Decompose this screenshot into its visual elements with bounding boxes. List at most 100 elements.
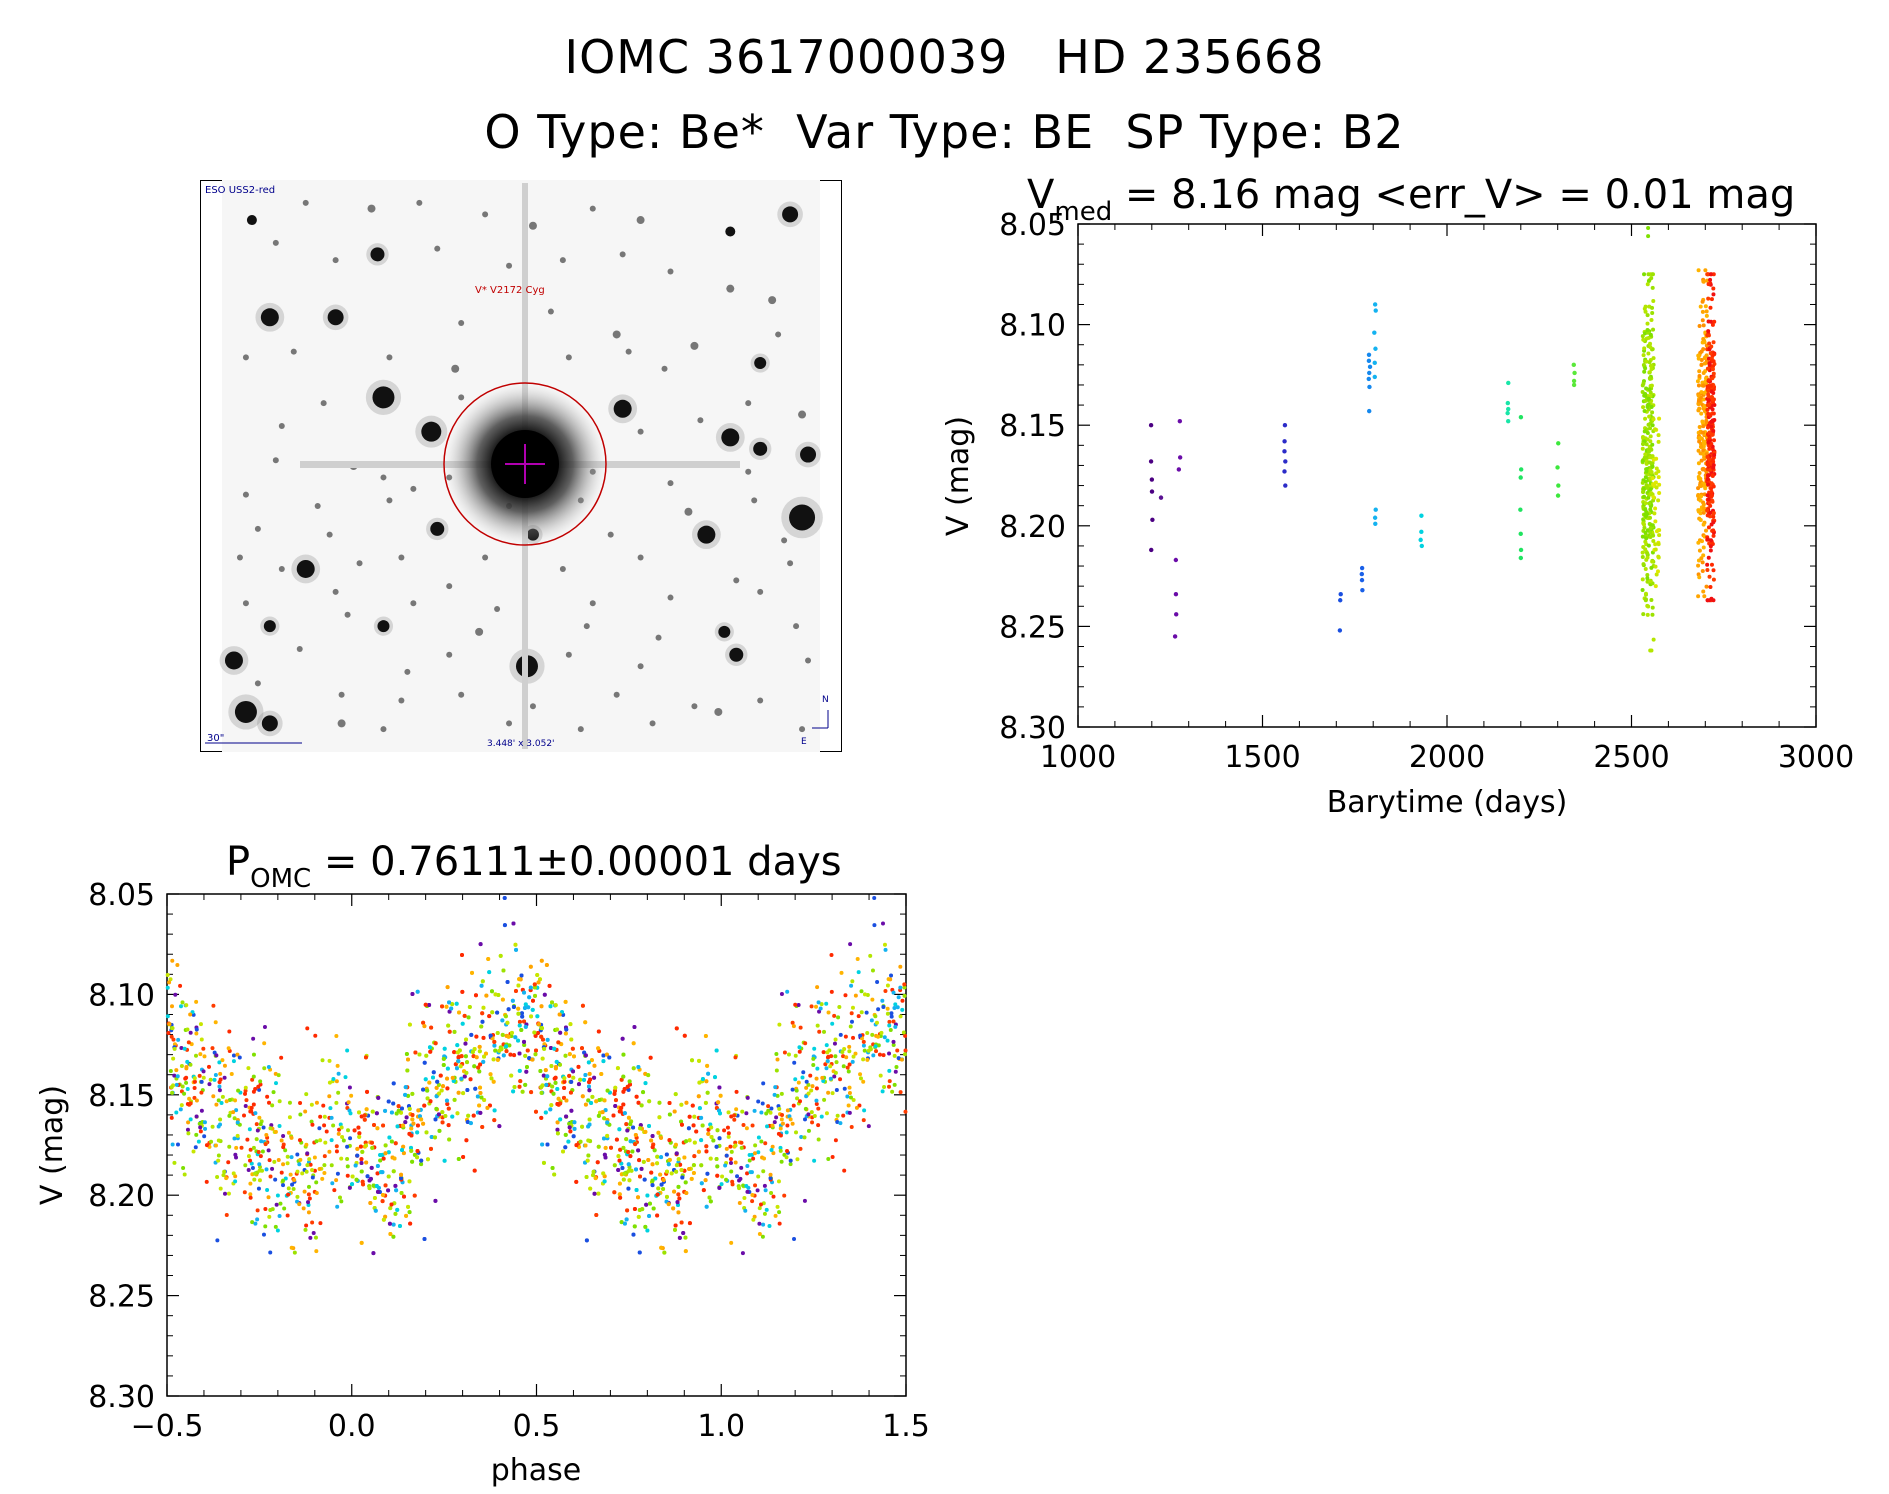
data-point xyxy=(1711,520,1716,525)
y-tick-label: 8.10 xyxy=(88,978,155,1013)
data-point xyxy=(641,1159,646,1164)
data-point xyxy=(170,1004,175,1009)
data-point xyxy=(818,1006,823,1011)
data-point xyxy=(1711,286,1716,291)
data-point xyxy=(1700,318,1705,323)
data-point xyxy=(1699,458,1704,463)
data-point xyxy=(359,1161,364,1166)
data-point xyxy=(1701,589,1706,594)
data-point xyxy=(893,1002,898,1007)
data-point xyxy=(756,1099,761,1104)
data-point xyxy=(1707,443,1712,448)
data-point xyxy=(548,1107,553,1112)
data-point xyxy=(740,1251,745,1256)
data-point xyxy=(803,1117,808,1122)
data-point xyxy=(742,1196,747,1201)
data-point xyxy=(527,995,532,1000)
data-point xyxy=(383,1143,388,1148)
data-point xyxy=(602,1152,607,1157)
data-point xyxy=(305,1151,310,1156)
data-point xyxy=(493,1048,498,1053)
data-point xyxy=(871,1053,876,1058)
data-point xyxy=(285,1213,290,1218)
data-point xyxy=(440,1120,445,1125)
data-point xyxy=(596,1046,601,1051)
data-point xyxy=(411,1121,416,1126)
data-point xyxy=(861,1057,866,1062)
data-point xyxy=(1359,565,1365,571)
data-point xyxy=(273,1177,278,1182)
compass-north-label: N xyxy=(822,695,829,705)
data-point xyxy=(1656,433,1661,438)
data-point xyxy=(304,1169,309,1174)
data-point xyxy=(422,1103,427,1108)
data-point xyxy=(896,995,901,1000)
data-point xyxy=(885,983,890,988)
data-point xyxy=(500,1018,505,1023)
finder-corner-label: ESO USS2-red xyxy=(205,185,275,196)
data-point xyxy=(786,1052,791,1057)
data-point xyxy=(509,1073,514,1078)
data-point xyxy=(802,1198,807,1203)
data-point xyxy=(634,1094,639,1099)
data-point xyxy=(545,1142,550,1147)
data-point xyxy=(487,1014,492,1019)
data-point xyxy=(511,921,516,926)
data-point xyxy=(248,1192,253,1197)
data-point xyxy=(1518,531,1523,537)
data-point xyxy=(804,1079,809,1084)
data-point xyxy=(797,1045,802,1050)
data-point xyxy=(845,1065,850,1070)
data-point xyxy=(603,1108,608,1113)
data-point xyxy=(902,993,907,998)
data-point xyxy=(563,1145,568,1150)
data-point xyxy=(307,1196,312,1201)
data-point xyxy=(765,1124,770,1129)
data-point xyxy=(511,1004,516,1009)
finder-star xyxy=(446,651,453,658)
data-point xyxy=(281,1178,286,1183)
data-point xyxy=(231,1059,236,1064)
data-point xyxy=(708,1156,713,1161)
y-tick-label: 8.25 xyxy=(999,610,1066,645)
data-point xyxy=(816,1000,821,1005)
data-point xyxy=(887,1019,892,1024)
data-point xyxy=(1705,476,1710,481)
data-point xyxy=(821,1078,826,1083)
y-tick-label: 8.05 xyxy=(88,878,155,913)
data-point xyxy=(202,1134,207,1139)
data-point xyxy=(310,1175,315,1180)
data-point xyxy=(550,1166,555,1171)
data-point xyxy=(179,1045,184,1050)
data-point xyxy=(650,1134,655,1139)
data-point xyxy=(369,1140,374,1145)
finder-star xyxy=(254,680,261,687)
data-point xyxy=(1158,495,1164,500)
data-point xyxy=(850,1005,855,1010)
data-point xyxy=(381,1217,386,1222)
data-point xyxy=(559,1042,564,1047)
data-point xyxy=(399,1191,404,1196)
data-point xyxy=(626,1115,631,1120)
data-point xyxy=(243,1103,248,1108)
data-point xyxy=(1656,475,1661,480)
data-point xyxy=(704,1204,709,1209)
data-point xyxy=(1706,398,1711,403)
data-point xyxy=(762,1156,767,1161)
data-point xyxy=(1711,371,1716,376)
data-point xyxy=(1650,310,1655,315)
data-point xyxy=(533,1048,538,1053)
data-point xyxy=(292,1178,297,1183)
data-point xyxy=(744,1111,749,1116)
data-point xyxy=(181,1166,186,1171)
data-point xyxy=(206,1064,211,1069)
data-point xyxy=(372,1196,377,1201)
finder-star xyxy=(757,588,764,595)
data-point xyxy=(262,1041,267,1046)
data-point xyxy=(1642,409,1647,414)
data-point xyxy=(1703,304,1708,309)
data-point xyxy=(1556,441,1561,446)
data-point xyxy=(1711,514,1716,519)
lightcurve-xlabel: Barytime (days) xyxy=(1327,785,1568,820)
data-point xyxy=(1657,482,1662,487)
